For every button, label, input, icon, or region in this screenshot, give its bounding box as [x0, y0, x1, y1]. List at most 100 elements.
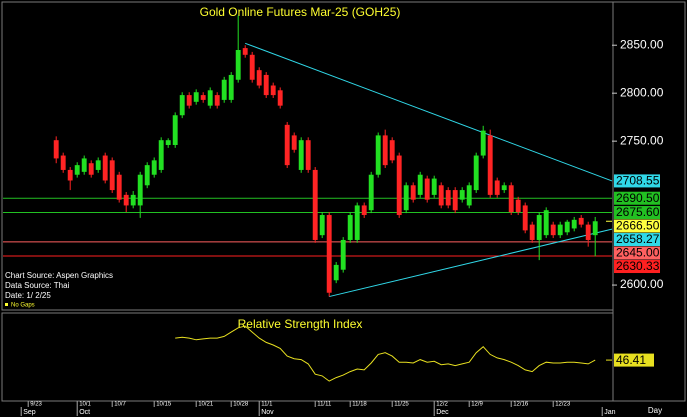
- gap-note: No Gaps: [11, 303, 35, 309]
- candle-body: [109, 160, 115, 191]
- candle-body: [319, 215, 325, 236]
- price-label-box: [614, 191, 660, 205]
- note: Data Source: Thai: [5, 281, 70, 290]
- rsi-title: Relative Strength Index: [238, 317, 363, 331]
- candle-body: [207, 90, 213, 106]
- candle-body: [340, 239, 346, 270]
- candle-body: [165, 140, 171, 145]
- candle-body: [361, 205, 367, 216]
- x-tick-label: 11/18: [352, 402, 367, 408]
- trend-line: [245, 42, 613, 182]
- candle-body: [88, 163, 94, 175]
- candle-body: [179, 95, 185, 116]
- x-unit-label: Day: [648, 406, 662, 415]
- month-label: Nov: [261, 409, 274, 416]
- price-label: 2708.55: [616, 174, 660, 188]
- x-tick-label: 12/16: [513, 402, 529, 408]
- x-tick-label: 10/15: [156, 402, 172, 408]
- candle-body: [172, 115, 178, 145]
- month-label: Sep: [23, 409, 36, 416]
- candle-body: [305, 140, 311, 170]
- candle-body: [431, 178, 437, 195]
- candle-body: [508, 185, 514, 213]
- candle-body: [158, 140, 164, 170]
- candle-body: [354, 205, 360, 240]
- candle-body: [228, 74, 234, 100]
- price-label: 2690.50: [616, 191, 660, 205]
- candle-body: [53, 140, 59, 159]
- rsi-label: 46.41: [616, 353, 646, 367]
- candle-body: [466, 185, 472, 206]
- candle-body: [151, 160, 157, 175]
- candle-body: [144, 165, 150, 186]
- price-label-box: [614, 246, 660, 260]
- candle-body: [424, 178, 430, 200]
- price-label: 2645.00: [616, 246, 660, 260]
- candle-body: [452, 190, 458, 211]
- candle-body: [438, 185, 444, 206]
- candle-body: [382, 135, 388, 166]
- y-tick-label: 2850.00: [620, 37, 664, 51]
- candle-body: [592, 221, 598, 236]
- candle-body: [459, 190, 465, 200]
- candle-body: [312, 169, 318, 240]
- candle-body: [291, 135, 297, 150]
- x-tick-label: 10/21: [198, 402, 214, 408]
- price-label: 2658.27: [616, 232, 660, 246]
- candle-body: [550, 224, 556, 236]
- candle-body: [487, 135, 493, 195]
- note: Chart Source: Aspen Graphics: [5, 271, 113, 280]
- candle-body: [410, 185, 416, 200]
- candle-body: [270, 85, 276, 96]
- candle-body: [445, 190, 451, 206]
- candle-body: [249, 54, 255, 80]
- candle-body: [242, 48, 248, 55]
- axis-frame: [612, 1, 686, 402]
- candle-body: [277, 90, 283, 106]
- y-tick-label: 2750.00: [620, 133, 664, 147]
- candle-body: [137, 174, 143, 206]
- x-tick-label: 12/9: [471, 402, 483, 408]
- rsi-line: [175, 325, 596, 382]
- candle-body: [403, 185, 409, 211]
- rsi-label-box: [614, 353, 654, 367]
- candle-body: [102, 155, 108, 181]
- candle-body: [347, 215, 353, 240]
- price-label-box: [614, 260, 660, 274]
- price-label: 2666.50: [616, 219, 660, 233]
- candle-body: [529, 224, 535, 240]
- candle-body: [95, 160, 101, 170]
- candle-body: [578, 217, 584, 225]
- candle-body: [235, 50, 241, 80]
- candle-body: [375, 135, 381, 175]
- candle-body: [368, 174, 374, 211]
- candle-body: [81, 158, 87, 172]
- gap-icon: [5, 303, 8, 306]
- candle-body: [571, 219, 577, 229]
- chart-title: Gold Online Futures Mar-25 (GOH25): [200, 5, 401, 19]
- candle-body: [585, 224, 591, 240]
- candle-body: [67, 169, 73, 181]
- candle-body: [557, 224, 563, 236]
- x-tick-label: 11/25: [394, 402, 409, 408]
- x-tick-label: 12/23: [555, 402, 571, 408]
- candle-body: [123, 194, 129, 206]
- candle-body: [186, 95, 192, 106]
- candle-body: [501, 185, 507, 191]
- price-label: 2630.33: [616, 259, 660, 273]
- price-label: 2675.60: [616, 205, 660, 219]
- x-tick-label: 10/7: [114, 402, 126, 408]
- candle-body: [193, 92, 199, 102]
- trend-line: [329, 228, 613, 298]
- month-label: Dec: [436, 409, 449, 416]
- candle-body: [536, 215, 542, 240]
- candle-body: [74, 165, 80, 175]
- y-tick-label: 2800.00: [620, 85, 664, 99]
- candle-body: [60, 155, 66, 170]
- y-tick-label: 2600.00: [620, 277, 664, 291]
- candle-body: [515, 199, 521, 213]
- x-tick-label: 12/2: [436, 402, 448, 408]
- x-tick-label: 11/1: [261, 402, 273, 408]
